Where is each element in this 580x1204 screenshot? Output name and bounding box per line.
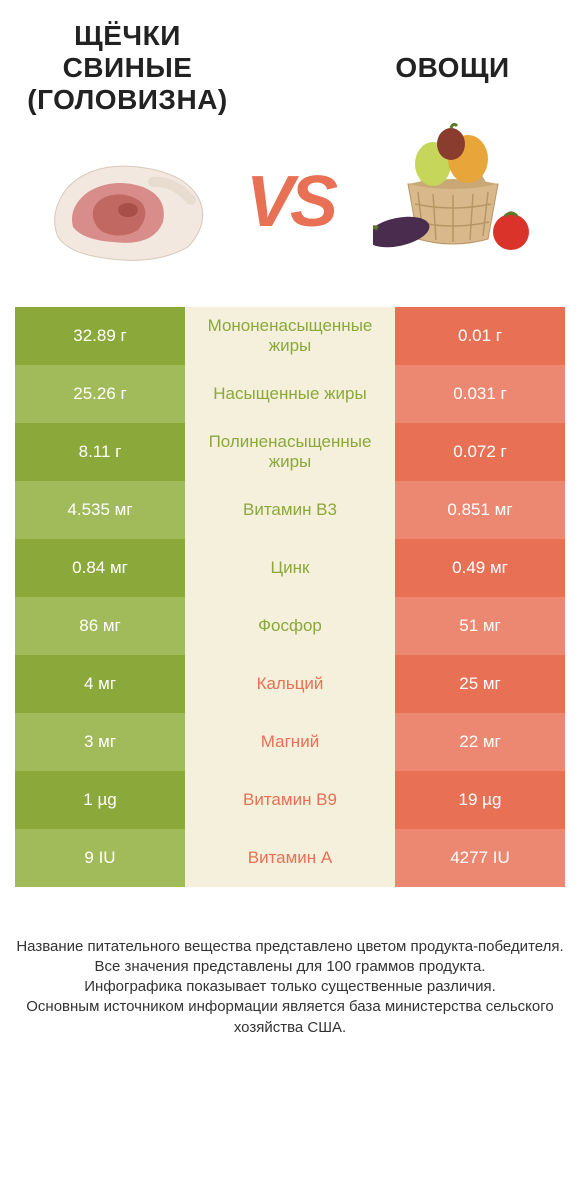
vs-label: VS	[246, 161, 334, 243]
left-value: 4.535 мг	[15, 481, 185, 539]
left-value: 9 IU	[15, 829, 185, 887]
right-value: 0.031 г	[395, 365, 565, 423]
left-product-image	[38, 137, 218, 287]
table-row: 8.11 гПолиненасыщенные жиры0.072 г	[15, 423, 565, 481]
table-row: 86 мгФосфор51 мг	[15, 597, 565, 655]
table-row: 3 мгМагний22 мг	[15, 713, 565, 771]
table-row: 9 IUВитамин A4277 IU	[15, 829, 565, 887]
right-product-title: ОВОЩИ	[395, 52, 509, 84]
nutrient-name: Витамин B3	[185, 481, 395, 539]
right-value: 19 µg	[395, 771, 565, 829]
left-product-column: ЩЁЧКИ СВИНЫЕ (ГОЛОВИЗНА)	[15, 20, 240, 287]
nutrient-name: Цинк	[185, 539, 395, 597]
table-row: 32.89 гМононенасыщенные жиры0.01 г	[15, 307, 565, 365]
right-value: 25 мг	[395, 655, 565, 713]
nutrient-name: Магний	[185, 713, 395, 771]
footer-line: Инфографика показывает только существенн…	[15, 977, 565, 997]
footer-line: Название питательного вещества представл…	[15, 937, 565, 957]
nutrition-table: 32.89 гМононенасыщенные жиры0.01 г25.26 …	[15, 307, 565, 887]
nutrient-name: Мононенасыщенные жиры	[185, 307, 395, 365]
right-value: 0.01 г	[395, 307, 565, 365]
right-value: 22 мг	[395, 713, 565, 771]
left-product-title: ЩЁЧКИ СВИНЫЕ (ГОЛОВИЗНА)	[15, 20, 240, 117]
left-value: 25.26 г	[15, 365, 185, 423]
right-value: 0.072 г	[395, 423, 565, 481]
left-value: 4 мг	[15, 655, 185, 713]
nutrient-name: Кальций	[185, 655, 395, 713]
right-product-image	[363, 104, 543, 254]
vs-column: VS	[240, 23, 340, 283]
right-value: 51 мг	[395, 597, 565, 655]
nutrient-name: Насыщенные жиры	[185, 365, 395, 423]
nutrient-name: Витамин A	[185, 829, 395, 887]
table-row: 4.535 мгВитамин B30.851 мг	[15, 481, 565, 539]
left-value: 86 мг	[15, 597, 185, 655]
vegetable-basket-icon	[373, 104, 533, 254]
right-value: 0.851 мг	[395, 481, 565, 539]
nutrient-name: Фосфор	[185, 597, 395, 655]
left-value: 0.84 мг	[15, 539, 185, 597]
header: ЩЁЧКИ СВИНЫЕ (ГОЛОВИЗНА) VS ОВОЩИ	[15, 20, 565, 287]
nutrient-name: Полиненасыщенные жиры	[185, 423, 395, 481]
table-row: 1 µgВитамин B919 µg	[15, 771, 565, 829]
table-row: 4 мгКальций25 мг	[15, 655, 565, 713]
table-row: 0.84 мгЦинк0.49 мг	[15, 539, 565, 597]
left-value: 3 мг	[15, 713, 185, 771]
footer-line: Основным источником информации является …	[15, 997, 565, 1038]
right-product-column: ОВОЩИ	[340, 52, 565, 254]
pork-cheek-icon	[43, 152, 213, 272]
left-value: 1 µg	[15, 771, 185, 829]
left-value: 32.89 г	[15, 307, 185, 365]
nutrient-name: Витамин B9	[185, 771, 395, 829]
right-value: 0.49 мг	[395, 539, 565, 597]
table-row: 25.26 гНасыщенные жиры0.031 г	[15, 365, 565, 423]
right-value: 4277 IU	[395, 829, 565, 887]
footer-notes: Название питательного вещества представл…	[15, 937, 565, 1038]
footer-line: Все значения представлены для 100 граммо…	[15, 957, 565, 977]
left-value: 8.11 г	[15, 423, 185, 481]
